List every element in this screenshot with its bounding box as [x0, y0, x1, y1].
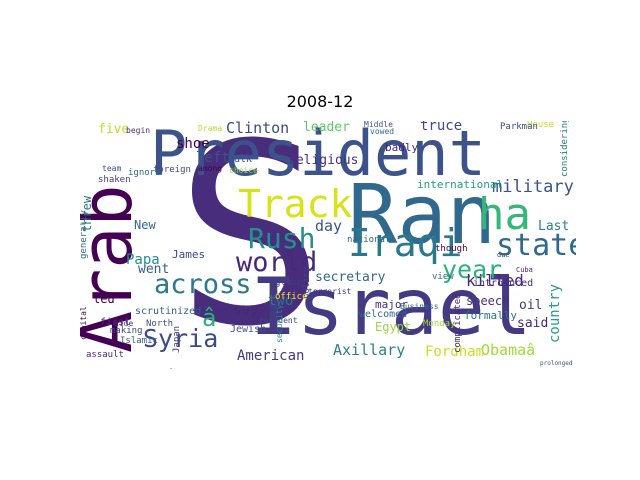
cloud-word: led — [93, 292, 115, 306]
cloud-word: office — [275, 292, 308, 302]
cloud-word: shoe — [176, 136, 210, 152]
cloud-word: Axillary — [333, 341, 406, 359]
cloud-word: Last — [538, 219, 570, 234]
cloud-word: security — [275, 304, 284, 343]
cloud-word: Obamaâ — [481, 341, 536, 359]
cloud-word: complicated — [453, 293, 463, 353]
cloud-word: generally — [80, 210, 89, 259]
cloud-word: assault — [86, 350, 124, 360]
cloud-word: Drama — [198, 124, 223, 133]
cloud-word: view — [432, 272, 454, 282]
cloud-word: formally — [464, 309, 517, 322]
cloud-word: aide — [114, 319, 134, 328]
cloud-word: shaken — [98, 175, 131, 185]
cloud-word: Papa — [126, 252, 160, 268]
cloud-word: speech — [466, 294, 510, 308]
cloud-word: year — [442, 255, 503, 284]
cloud-word: Islamic — [120, 336, 158, 346]
cloud-word: Monday — [423, 319, 456, 329]
cloud-word: world — [236, 247, 318, 278]
cloud-word: American — [237, 348, 305, 364]
cloud-word: welcomed — [359, 309, 408, 320]
cloud-word: introduced — [473, 278, 534, 289]
cloud-word: say — [233, 302, 259, 318]
cloud-word: globe — [275, 278, 303, 288]
cloud-word: vowed — [370, 127, 395, 136]
cloud-word: Syria — [143, 324, 219, 353]
cloud-word: prolonged — [540, 360, 573, 367]
cloud-word: Japan — [172, 325, 182, 353]
cloud-word: Ran — [348, 168, 497, 263]
cloud-word: Iraqi — [348, 221, 463, 265]
cloud-word: Egypt — [375, 320, 412, 334]
cloud-word: two — [268, 293, 294, 309]
cloud-word: â — [202, 304, 217, 332]
cloud-word: scrutinized — [135, 306, 202, 317]
cloud-word: James — [172, 248, 206, 261]
cloud-word: talk — [228, 154, 253, 165]
cloud-word: military — [492, 177, 574, 197]
cloud-word: choice — [229, 166, 258, 175]
cloud-word: team — [102, 164, 122, 173]
cloud-word: House — [527, 121, 555, 130]
cloud-word: truce — [420, 121, 463, 134]
cloud-word: terrorist — [308, 287, 352, 296]
cloud-word: five — [98, 122, 130, 137]
cloud-word: Israel — [250, 263, 532, 353]
cloud-word: begin — [126, 126, 151, 135]
cloud-word: went — [138, 262, 170, 277]
cloud-word: international — [417, 178, 504, 191]
cloud-word: leader — [303, 121, 350, 135]
cloud-word: national — [347, 235, 391, 245]
cloud-word: due — [497, 251, 510, 259]
cloud-word: Business — [400, 302, 439, 311]
cloud-word: major — [375, 298, 409, 311]
cloud-word: Rush — [248, 222, 316, 255]
cloud-word: North — [146, 319, 174, 329]
cloud-word: though — [435, 244, 468, 254]
cloud-word: said — [517, 316, 549, 331]
cloud-word: killed — [466, 271, 524, 290]
cloud-word: among — [198, 164, 223, 173]
cloud-word: religious — [288, 153, 359, 168]
cloud-word: ignore — [128, 168, 161, 178]
cloud-word: Jewish — [230, 324, 267, 335]
cloud-word: first — [100, 317, 131, 328]
word-cloud: SPresidentIsraelArabRanTrackhaIraqistate… — [80, 121, 576, 369]
cloud-word: Fordham — [425, 344, 485, 360]
cloud-word: Cuba — [516, 266, 533, 274]
cloud-word: Track — [238, 182, 353, 226]
cloud-word: New — [134, 218, 156, 232]
cloud-word: resident — [259, 316, 298, 325]
cloud-word: Parkman — [500, 122, 538, 132]
cloud-word: foreign — [153, 165, 191, 175]
cloud-word: administration — [214, 306, 274, 314]
cloud-word: badly — [385, 141, 419, 154]
cloud-word: making — [110, 326, 143, 336]
chart-title: 2008-12 — [286, 92, 354, 111]
cloud-word: state — [496, 228, 576, 263]
cloud-word: secretary — [315, 270, 386, 285]
cloud-word: left — [196, 150, 230, 166]
cloud-word: Clinton — [226, 121, 290, 137]
cloud-word: Middle — [364, 121, 393, 129]
cloud-word: oil — [519, 298, 543, 313]
cloud-word: President — [150, 121, 486, 190]
cloud-word: capital — [80, 306, 88, 340]
cloud-word: ha — [478, 189, 531, 240]
cloud-word: considering — [560, 121, 570, 177]
cloud-word: across — [154, 269, 252, 300]
cloud-word: day — [315, 217, 343, 235]
cloud-word: S — [175, 121, 326, 369]
cloud-word: country — [547, 283, 563, 343]
